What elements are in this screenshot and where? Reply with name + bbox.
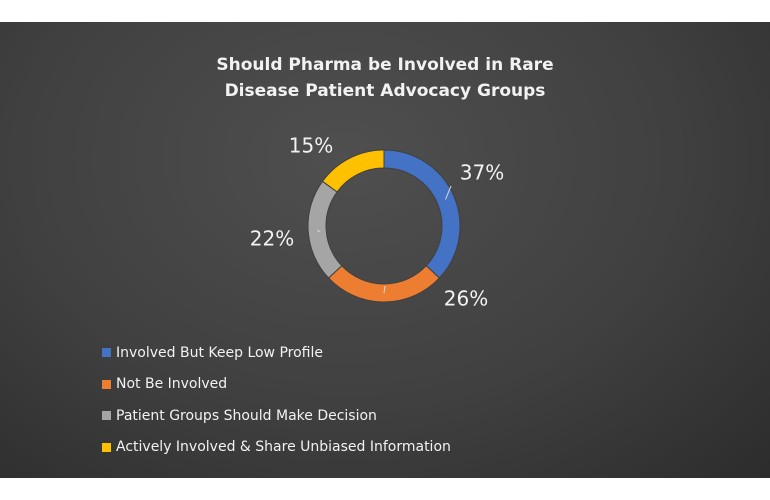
chart-title: Should Pharma be Involved in Rare Diseas… [0,52,770,104]
title-line-1: Should Pharma be Involved in Rare [216,55,554,75]
legend-swatch [102,379,111,389]
legend-item: Actively Involved & Share Unbiased Infor… [102,432,451,464]
legend-label: Actively Involved & Share Unbiased Infor… [116,439,451,456]
legend-item: Involved But Keep Low Profile [102,337,451,369]
legend-swatch [102,411,111,421]
data-label: 22% [250,227,294,251]
donut-slice [327,264,441,303]
legend-swatch [102,348,111,358]
legend: Involved But Keep Low Profile Not Be Invo… [102,337,451,463]
leader-line [445,185,452,200]
title-line-2: Disease Patient Advocacy Groups [224,81,546,101]
data-label: 37% [460,161,504,185]
legend-item: Patient Groups Should Make Decision [102,400,451,432]
donut-slice [383,149,461,279]
legend-swatch [102,442,111,452]
legend-label: Involved But Keep Low Profile [116,344,323,361]
leader-line [316,229,321,233]
legend-label: Not Be Involved [116,376,228,393]
data-label: 15% [289,134,333,158]
leader-line [383,285,386,294]
legend-label: Patient Groups Should Make Decision [116,407,377,424]
donut-slice [321,149,385,193]
donut-slice [307,180,343,279]
legend-item: Not Be Involved [102,369,451,401]
data-label: 26% [444,287,488,311]
chart-area [0,22,770,478]
